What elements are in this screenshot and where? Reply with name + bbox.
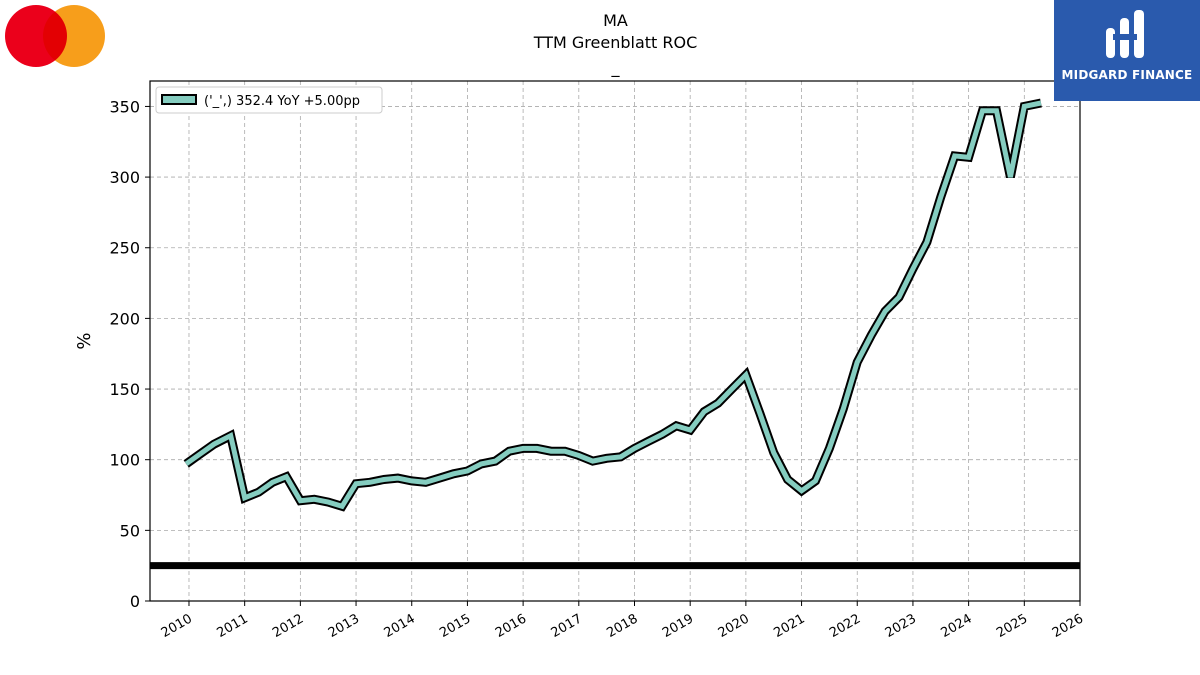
y-axis-label: % xyxy=(74,332,95,349)
x-tick-label: 2016 xyxy=(493,611,529,641)
mastercard-logo-icon xyxy=(5,5,105,67)
chart-subtitle: TTM Greenblatt ROC xyxy=(533,33,698,52)
x-axis: 2010 2011 2012 2013 2014 2015 2016 2017 2018 2019… xyxy=(159,601,1086,641)
x-tick-label: 2022 xyxy=(827,611,863,641)
x-tick-label: 2014 xyxy=(382,611,418,641)
x-tick-label: 2024 xyxy=(938,611,974,641)
y-tick-label: 0 xyxy=(130,592,140,611)
y-tick-label: 150 xyxy=(109,380,140,399)
x-tick-label: 2018 xyxy=(604,611,640,641)
legend: ('_',) 352.4 YoY +5.00pp xyxy=(155,86,383,114)
y-tick-label: 50 xyxy=(120,521,140,540)
legend-swatch xyxy=(161,94,197,105)
y-tick-label: 300 xyxy=(109,168,140,187)
plot-frame xyxy=(149,80,1081,602)
legend-box xyxy=(155,86,383,114)
y-tick-label: 200 xyxy=(109,309,140,328)
y-tick-label: 250 xyxy=(109,239,140,258)
y-axis: 0 50 100 150 200 250 300 350 xyxy=(109,97,150,611)
series-layer xyxy=(183,98,1042,512)
midgard-finance-logo-icon xyxy=(1106,10,1144,58)
x-tick-label: 2015 xyxy=(437,611,473,641)
x-tick-label: 2019 xyxy=(660,611,696,641)
brand-name: MIDGARD FINANCE xyxy=(1061,68,1193,82)
x-tick-label: 2020 xyxy=(716,611,752,641)
x-tick-label: 2012 xyxy=(270,611,306,641)
chart-underscore: _ xyxy=(611,58,620,77)
midgard-finance-brand: MIDGARD FINANCE xyxy=(1054,0,1200,101)
series-line xyxy=(184,100,1042,510)
x-tick-label: 2017 xyxy=(549,611,585,641)
x-tick-label: 2023 xyxy=(883,611,919,641)
y-tick-label: 100 xyxy=(109,451,140,470)
grid-layer xyxy=(150,81,1081,602)
x-tick-label: 2021 xyxy=(771,611,807,641)
legend-label: ('_',) 352.4 YoY +5.00pp xyxy=(204,94,360,109)
x-tick-label: 2010 xyxy=(159,611,195,641)
x-tick-label: 2013 xyxy=(326,611,362,641)
x-tick-label: 2011 xyxy=(215,611,251,641)
x-tick-label: 2025 xyxy=(994,611,1030,641)
y-tick-label: 350 xyxy=(109,97,140,116)
chart-ticker-title: MA xyxy=(603,11,628,30)
x-tick-label: 2026 xyxy=(1050,611,1086,641)
